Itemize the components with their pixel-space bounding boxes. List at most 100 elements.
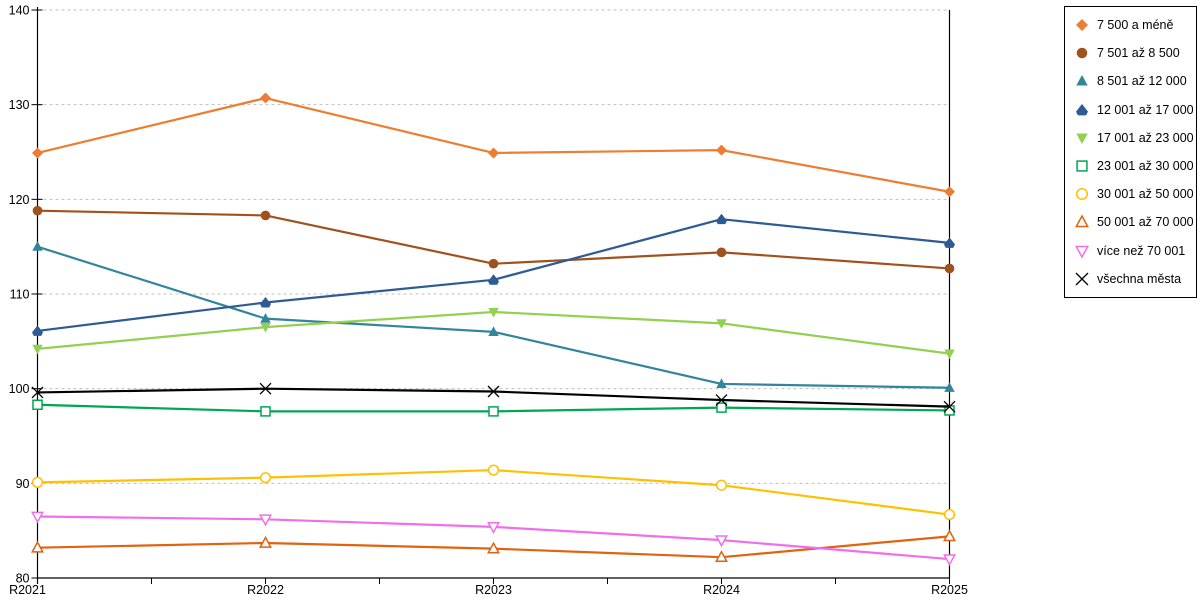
legend-label: 17 001 až 23 000	[1097, 130, 1194, 145]
series-50-001-a-70-000	[31, 529, 956, 563]
data-point-R2022	[259, 382, 272, 395]
data-point-R2021	[32, 399, 43, 411]
legend-label: 30 001 až 50 000	[1097, 187, 1194, 202]
data-point-R2022	[260, 313, 271, 323]
legend-item-50-001-a-70-000: 50 001 až 70 000	[1074, 208, 1196, 236]
series-12-001-a-17-000	[32, 213, 955, 336]
data-point-R2021	[32, 147, 43, 159]
y-tick-label: 130	[9, 98, 30, 112]
x-tick-label: R2022	[247, 583, 284, 597]
legend-item-30-001-a-50-000: 30 001 až 50 000	[1074, 180, 1196, 208]
data-point-R2025	[943, 529, 956, 542]
legend-item-12-001-a-17-000: 12 001 až 17 000	[1074, 96, 1196, 124]
legend-label: 50 001 až 70 000	[1097, 215, 1194, 230]
x-tick-label: R2025	[931, 583, 968, 597]
legend-item-v-ce-ne-70-001: více než 70 001	[1074, 237, 1196, 265]
data-point-R2021	[31, 540, 44, 553]
data-point-R2022	[259, 535, 272, 548]
data-point-R2022	[260, 406, 271, 417]
data-point-R2021	[32, 241, 43, 251]
data-point-R2023	[488, 326, 499, 336]
y-tick-label: 120	[9, 193, 30, 207]
data-point-R2022	[259, 514, 272, 527]
y-tick-label: 90	[16, 477, 30, 491]
series-30-001-a-50-000	[31, 464, 956, 521]
data-point-R2025	[944, 349, 955, 360]
data-point-R2024	[715, 394, 728, 406]
circle-icon	[1075, 188, 1089, 201]
data-point-R2023	[488, 307, 499, 318]
series-line	[37, 96, 950, 193]
data-point-R2025	[944, 237, 955, 248]
data-point-R2024	[715, 479, 728, 491]
series-v-echna-m-sta	[31, 382, 956, 413]
data-point-R2023	[487, 464, 500, 476]
legend-item-7-500-a-m-n: 7 500 a méně	[1074, 11, 1196, 39]
x-icon	[1075, 272, 1089, 286]
series-line	[37, 468, 950, 516]
triangle-down-icon	[1076, 133, 1088, 144]
data-point-R2024	[716, 213, 727, 225]
data-point-R2023	[488, 258, 499, 269]
data-point-R2024	[716, 247, 727, 258]
data-point-R2023	[488, 406, 499, 417]
data-point-R2021	[32, 325, 43, 336]
data-point-R2025	[944, 263, 955, 274]
series-7-501-a-8-500	[32, 205, 955, 274]
data-point-R2023	[487, 522, 500, 534]
data-point-R2024	[716, 144, 727, 156]
data-point-R2021	[31, 386, 44, 399]
legend-label: 12 001 až 17 000	[1097, 102, 1194, 117]
y-tick-label: 110	[10, 288, 30, 302]
data-point-R2025	[943, 400, 956, 413]
legend-label: všechna města	[1097, 271, 1182, 286]
legend-label: 7 500 a méně	[1097, 18, 1174, 33]
x-tick-label: R2023	[475, 583, 512, 597]
data-point-R2024	[716, 378, 727, 389]
pentagon-icon	[1076, 103, 1088, 116]
diamond-icon	[1076, 19, 1088, 32]
data-point-R2022	[260, 92, 271, 104]
legend-label: 23 001 až 30 000	[1097, 159, 1194, 174]
y-tick-label: 140	[9, 4, 30, 18]
data-point-R2022	[260, 297, 271, 308]
legend-label: 8 501 až 12 000	[1097, 74, 1187, 89]
circle-icon	[1076, 48, 1088, 59]
triangle-up-icon	[1075, 214, 1089, 228]
data-point-R2025	[944, 186, 955, 198]
data-point-R2021	[32, 344, 43, 355]
data-point-R2025	[944, 382, 955, 392]
data-point-R2024	[716, 402, 727, 413]
data-point-R2021	[32, 205, 43, 216]
x-tick-label: R2021	[9, 583, 46, 597]
legend-label: 7 501 až 8 500	[1097, 46, 1180, 61]
x-tick-label: R2024	[703, 583, 740, 597]
data-point-R2023	[487, 541, 500, 554]
data-point-R2024	[715, 550, 728, 563]
data-point-R2024	[715, 535, 728, 548]
data-point-R2022	[260, 210, 271, 221]
data-point-R2023	[487, 385, 500, 398]
data-point-R2024	[716, 319, 727, 329]
triangle-down-icon	[1075, 245, 1089, 259]
data-point-R2021	[31, 511, 44, 524]
data-point-R2025	[943, 554, 956, 567]
legend-item-23-001-a-30-000: 23 001 až 30 000	[1074, 152, 1196, 180]
data-point-R2023	[488, 147, 499, 159]
data-point-R2023	[488, 274, 499, 285]
data-point-R2022	[259, 472, 272, 484]
legend-label: více než 70 001	[1097, 243, 1186, 258]
series-8-501-a-12-000	[32, 241, 955, 392]
legend-item-17-001-a-23-000: 17 001 až 23 000	[1074, 124, 1196, 152]
data-point-R2021	[31, 476, 44, 488]
data-point-R2022	[260, 323, 271, 333]
series-17-001-a-23-000	[32, 307, 955, 360]
square-icon	[1076, 160, 1088, 172]
y-tick-label: 100	[9, 382, 30, 396]
triangle-up-icon	[1076, 75, 1088, 86]
series-v-ce-ne-70-001	[31, 511, 956, 567]
legend-item-8-501-a-12-000: 8 501 až 12 000	[1074, 67, 1196, 95]
legend-item-7-501-a-8-500: 7 501 až 8 500	[1074, 39, 1196, 67]
